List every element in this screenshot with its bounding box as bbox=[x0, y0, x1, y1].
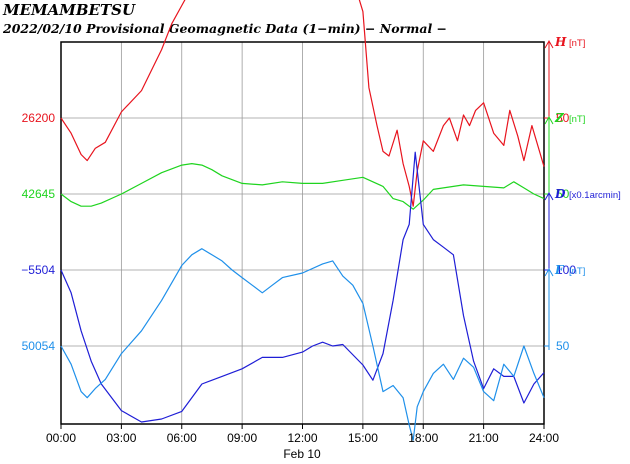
scale-value-z: 50 bbox=[556, 187, 570, 201]
scale-arrow-h bbox=[544, 39, 554, 49]
chart-subtitle: 2022/02/10 Provisional Geomagnetic Data … bbox=[2, 21, 447, 36]
axis-labels: 00:00 03:00 06:00 09:00 12:00 15:00 18:00 21:00… bbox=[21, 35, 620, 445]
scale-value-f: 50 bbox=[556, 339, 570, 353]
series-line-h bbox=[60, 0, 545, 207]
grid bbox=[60, 42, 545, 429]
plot-frame bbox=[60, 41, 545, 425]
series-name-f: F bbox=[554, 263, 565, 277]
series-line-d bbox=[60, 151, 545, 423]
x-tick-label: 21:00 bbox=[469, 431, 499, 445]
x-tick-label: 06:00 bbox=[167, 431, 197, 445]
x-tick-label: 24:00 bbox=[529, 431, 559, 445]
chart-title: MEMAMBETSU bbox=[2, 1, 136, 19]
series-unit-f: [nT] bbox=[569, 266, 585, 277]
x-tick-label: 03:00 bbox=[106, 431, 136, 445]
baseline-label-d: −5504 bbox=[21, 263, 55, 277]
x-tick-label: 15:00 bbox=[348, 431, 378, 445]
scale-arrow-d bbox=[544, 191, 554, 201]
series-unit-d: [x0.1arcmin] bbox=[569, 190, 621, 201]
date-label: Feb 10 bbox=[283, 447, 321, 461]
baseline-label-h: 26200 bbox=[22, 111, 56, 125]
scale-arrow-z bbox=[544, 115, 554, 125]
scale-arrow-f bbox=[544, 267, 554, 277]
series-line-z bbox=[60, 163, 545, 210]
x-tick-label: 18:00 bbox=[408, 431, 438, 445]
series-name-z: Z bbox=[554, 111, 565, 125]
baseline-label-f: 50054 bbox=[22, 339, 56, 353]
baseline-label-z: 42645 bbox=[22, 187, 56, 201]
series-unit-z: [nT] bbox=[569, 114, 585, 125]
scale-value-h: 50 bbox=[556, 111, 570, 125]
x-tick-label: 00:00 bbox=[46, 431, 76, 445]
series-name-h: H bbox=[554, 35, 567, 49]
series-lines bbox=[60, 0, 545, 441]
series-unit-h: [nT] bbox=[569, 38, 585, 49]
scale-value-d: 100 bbox=[556, 263, 576, 277]
x-tick-label: 12:00 bbox=[287, 431, 317, 445]
series-name-d: D bbox=[554, 187, 566, 201]
x-tick-label: 09:00 bbox=[227, 431, 257, 445]
series-line-f bbox=[60, 248, 545, 441]
